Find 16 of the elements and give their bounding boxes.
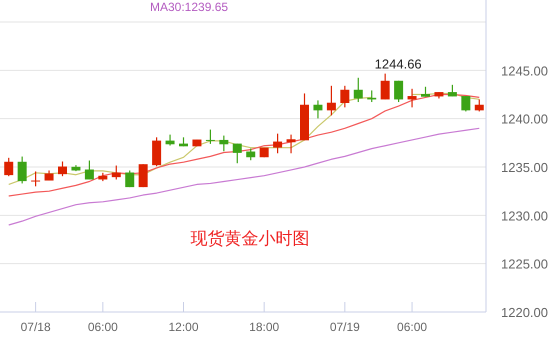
y-tick-label: 1235.00 [501,160,548,175]
y-tick-label: 1220.00 [501,305,548,320]
x-tick-label: 06:00 [397,320,428,334]
annotation: 1244.66 [374,56,422,72]
x-tick-label: 18:00 [249,320,280,334]
y-tick-label: 1230.00 [501,208,548,224]
line-series [8,128,480,226]
x-tick-label: 07/18 [20,320,51,334]
y-tick-label: 1240.00 [501,112,548,127]
x-tick-label: 12:00 [168,320,199,334]
x-tick-label: 07/19 [330,320,360,334]
y-tick-label: 1245.00 [501,63,548,78]
text: MA30:1239.65 [150,0,228,14]
x-tick-label: 06:00 [88,320,118,334]
y-tick-label: 1225.00 [501,256,548,272]
text: 现货黄金小时图 [190,229,310,248]
